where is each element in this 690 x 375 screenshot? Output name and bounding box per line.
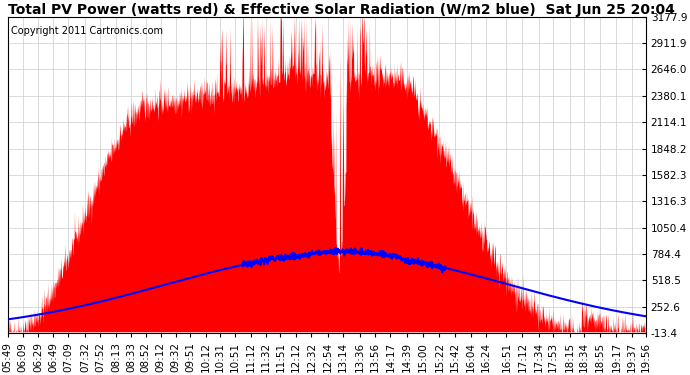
Text: Copyright 2011 Cartronics.com: Copyright 2011 Cartronics.com — [11, 26, 163, 36]
Text: Total PV Power (watts red) & Effective Solar Radiation (W/m2 blue)  Sat Jun 25 2: Total PV Power (watts red) & Effective S… — [8, 3, 675, 17]
